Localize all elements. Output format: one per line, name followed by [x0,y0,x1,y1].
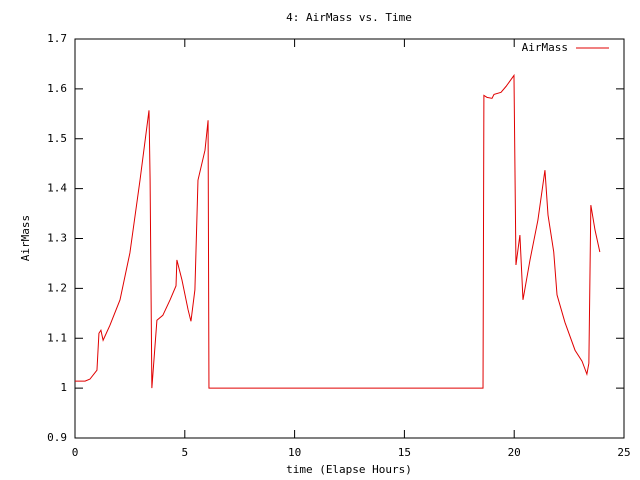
y-tick-label: 1 [60,381,67,394]
x-tick-label: 10 [288,446,301,459]
y-tick-label: 1.2 [47,281,67,294]
y-axis-label: AirMass [19,215,32,261]
y-tick-label: 1.7 [47,32,67,45]
y-tick-label: 1.1 [47,331,67,344]
y-tick-label: 0.9 [47,431,67,444]
legend-label: AirMass [522,41,568,54]
x-tick-label: 0 [72,446,79,459]
x-tick-label: 25 [617,446,630,459]
data-line [75,73,601,389]
y-tick-label: 1.5 [47,132,67,145]
x-tick-label: 20 [508,446,521,459]
y-tick-label: 1.3 [47,232,67,245]
x-axis-label: time (Elapse Hours) [286,463,412,476]
y-tick-label: 1.6 [47,82,67,95]
y-tick-label: 1.4 [47,182,67,195]
x-tick-label: 15 [398,446,411,459]
x-tick-label: 5 [181,446,188,459]
chart-title: 4: AirMass vs. Time [286,11,412,24]
